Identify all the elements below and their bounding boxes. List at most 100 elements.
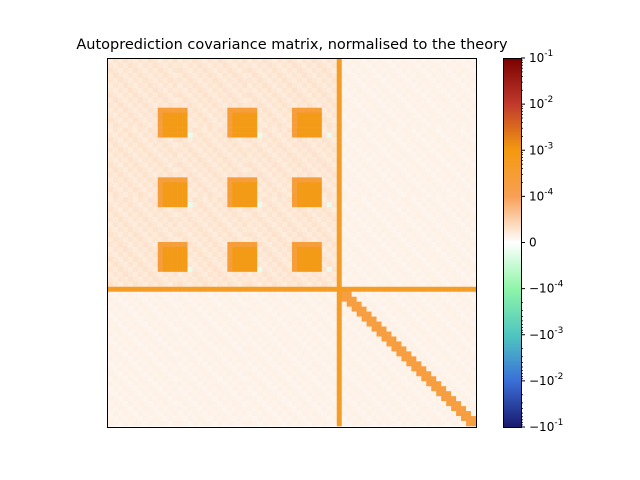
heatmap-cell <box>232 336 238 342</box>
heatmap-cell <box>441 72 447 79</box>
heatmap-cell <box>456 197 462 203</box>
heatmap-cell <box>296 296 303 302</box>
heatmap-cell <box>182 246 188 253</box>
heatmap-cell <box>127 197 134 203</box>
heatmap-cell <box>326 251 333 258</box>
heatmap-cell <box>341 361 347 367</box>
heatmap-cell <box>192 97 198 104</box>
heatmap-cell <box>287 281 293 288</box>
heatmap-cell <box>336 261 343 268</box>
heatmap-cell <box>346 92 352 99</box>
heatmap-cell <box>262 286 268 293</box>
heatmap-cell <box>207 187 213 193</box>
heatmap-cell <box>316 117 323 123</box>
heatmap-cell <box>301 172 308 178</box>
heatmap-cell <box>391 177 397 183</box>
heatmap-cell <box>471 376 477 382</box>
heatmap-cell <box>152 326 159 332</box>
heatmap-cell <box>117 296 124 302</box>
heatmap-cell <box>421 326 427 332</box>
heatmap-cell <box>222 97 228 104</box>
heatmap-cell <box>431 187 437 193</box>
heatmap-cell <box>466 152 472 158</box>
heatmap-cell <box>162 386 168 392</box>
heatmap-cell <box>247 237 253 243</box>
heatmap-cell <box>108 266 114 273</box>
heatmap-cell <box>301 182 308 188</box>
heatmap-cell <box>142 187 149 193</box>
heatmap-cell <box>172 331 178 337</box>
heatmap-cell <box>232 202 238 208</box>
heatmap-cell <box>301 157 308 163</box>
heatmap-cell <box>272 356 278 362</box>
heatmap-cell <box>361 77 367 84</box>
heatmap-cell <box>192 152 198 158</box>
heatmap-cell <box>112 301 119 307</box>
heatmap-cell <box>436 137 442 143</box>
heatmap-cell <box>202 167 208 173</box>
heatmap-cell <box>108 301 114 307</box>
heatmap-cell <box>466 271 472 278</box>
heatmap-cell <box>177 321 183 327</box>
heatmap-cell <box>162 132 168 138</box>
heatmap-cell <box>127 82 134 89</box>
heatmap-cell <box>207 132 213 138</box>
heatmap-cell <box>177 271 183 278</box>
heatmap-cell <box>177 187 183 193</box>
heatmap-cell <box>152 58 159 64</box>
heatmap-cell <box>212 67 218 74</box>
heatmap-cell <box>212 316 218 322</box>
heatmap-cell <box>326 157 333 163</box>
heatmap-cell <box>277 281 283 288</box>
heatmap-cell <box>441 356 447 362</box>
heatmap-cell <box>132 351 139 357</box>
heatmap-cell <box>321 376 328 382</box>
heatmap-cell <box>461 217 467 223</box>
heatmap-cell <box>296 251 303 258</box>
heatmap-cell <box>197 341 203 347</box>
heatmap-cell <box>152 301 159 307</box>
heatmap-cell <box>416 97 422 104</box>
heatmap-cell <box>262 227 268 233</box>
heatmap-cell <box>321 296 328 302</box>
heatmap-cell <box>137 291 144 297</box>
heatmap-cell <box>142 316 149 322</box>
heatmap-cell <box>227 276 233 283</box>
heatmap-cell <box>267 232 273 238</box>
heatmap-cell <box>262 102 268 109</box>
heatmap-cell <box>207 237 213 243</box>
heatmap-cell <box>321 177 328 183</box>
heatmap-cell <box>411 107 417 113</box>
heatmap-cell <box>416 212 422 218</box>
heatmap-cell <box>356 346 362 352</box>
heatmap-cell <box>237 127 243 133</box>
heatmap-cell <box>331 217 338 223</box>
heatmap-cell <box>257 386 263 392</box>
heatmap-cell <box>212 117 218 123</box>
heatmap-cell <box>177 197 183 203</box>
heatmap-cell <box>301 97 308 104</box>
heatmap-cell <box>137 351 144 357</box>
heatmap-cell <box>152 192 159 198</box>
heatmap-cell <box>202 331 208 337</box>
heatmap-cell <box>132 92 139 99</box>
heatmap-cell <box>391 132 397 138</box>
heatmap-cell <box>351 207 357 213</box>
heatmap-cell <box>232 356 238 362</box>
heatmap-cell <box>361 276 367 283</box>
heatmap-cell <box>316 122 323 128</box>
heatmap-cell <box>301 276 308 283</box>
heatmap-cell <box>371 381 377 387</box>
heatmap-cell <box>282 147 288 153</box>
heatmap-cell <box>426 227 432 233</box>
heatmap-cell <box>182 351 188 357</box>
heatmap-cell <box>426 222 432 228</box>
heatmap-cell <box>232 77 238 84</box>
heatmap-cell <box>187 311 193 317</box>
heatmap-cell <box>341 336 347 342</box>
heatmap-cell <box>267 167 273 173</box>
heatmap-cell <box>391 321 397 327</box>
heatmap-cell <box>431 356 437 362</box>
heatmap-cell <box>396 331 402 337</box>
heatmap-cell <box>197 311 203 317</box>
